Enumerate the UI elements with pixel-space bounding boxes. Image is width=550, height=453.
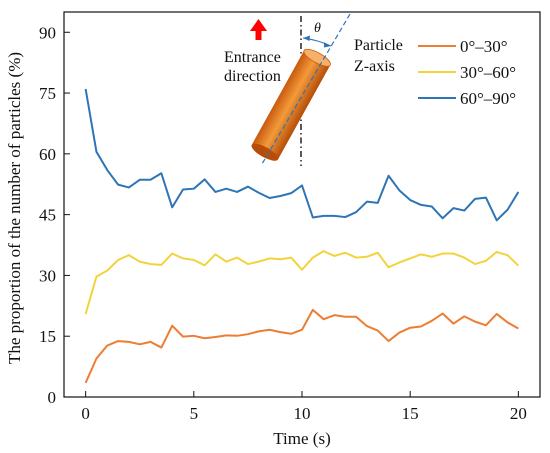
series-line-0 <box>84 308 519 384</box>
theta-arrowhead-right <box>324 42 331 48</box>
series-line-2 <box>84 88 520 222</box>
y-tick-label: 90 <box>39 23 56 42</box>
y-tick-label: 45 <box>39 206 56 225</box>
series-line-1 <box>84 250 520 315</box>
y-axis-title: The proportion of the number of particle… <box>5 52 24 364</box>
y-tick-label: 75 <box>39 84 56 103</box>
legend-label-0-30: 0°–30° <box>460 37 508 56</box>
x-tick-label: 10 <box>294 404 311 423</box>
y-tick-label: 60 <box>39 145 56 164</box>
y-tick-label: 30 <box>39 266 56 285</box>
tick-layer: 0 5 10 15 20 0 15 30 45 60 75 90 <box>39 23 527 423</box>
x-tick-label: 0 <box>81 404 90 423</box>
x-axis-title: Time (s) <box>273 429 330 448</box>
x-tick-label: 15 <box>402 404 419 423</box>
particle-z-axis-line <box>261 13 351 165</box>
legend-label-60-90: 60°–90° <box>460 89 516 108</box>
particle-axis-label-line2: Z-axis <box>354 58 395 75</box>
series-layer <box>84 88 520 384</box>
x-tick-label: 20 <box>510 404 527 423</box>
theta-label: θ <box>314 21 321 36</box>
y-tick-label: 15 <box>39 327 56 346</box>
particle-axis-label-line1: Particle <box>354 37 403 54</box>
legend-item-30-60: 30°–60° <box>418 63 516 82</box>
particle-cylinder-icon <box>251 48 331 161</box>
x-tick-label: 5 <box>190 404 199 423</box>
entrance-label-line2: direction <box>224 68 281 85</box>
legend: 0°–30° 30°–60° 60°–90° <box>418 37 516 108</box>
y-tick-label: 0 <box>48 388 57 407</box>
legend-item-60-90: 60°–90° <box>418 89 516 108</box>
entrance-label-line1: Entrance <box>224 49 281 66</box>
particle-illustration: Entrance direction θ Particle Z-axis <box>224 13 403 166</box>
legend-label-30-60: 30°–60° <box>460 63 516 82</box>
theta-arrowhead-left <box>303 35 310 41</box>
entrance-arrow-icon <box>250 19 267 40</box>
legend-item-0-30: 0°–30° <box>418 37 508 56</box>
